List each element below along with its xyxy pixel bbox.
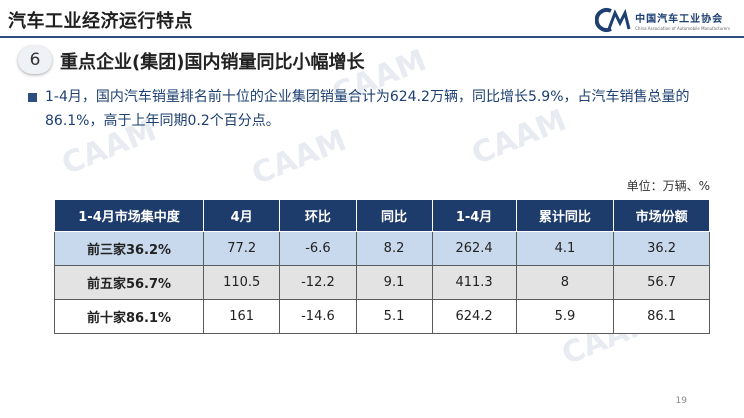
column-header: 同比 [355, 199, 433, 232]
unit-note: 单位：万辆、% [626, 179, 710, 193]
table-cell: 4.1 [515, 231, 615, 266]
table-cell: 8 [515, 265, 615, 300]
table-cell: 624.2 [431, 299, 517, 334]
market-concentration-table: 1-4月市场集中度 4月 环比 同比 1-4月 累计同比 市场份额 前三家36.… [53, 199, 710, 334]
table-row: 前三家36.2% 77.2 -6.6 8.2 262.4 4.1 36.2 [53, 231, 710, 266]
table-cell: 前五家56.7% [53, 265, 205, 300]
table-cell: -12.2 [279, 265, 357, 300]
table-cell: 前十家86.1% [53, 299, 205, 334]
caam-logo-icon [595, 8, 631, 32]
table-cell: 前三家36.2% [53, 231, 205, 266]
table-cell: 262.4 [431, 231, 517, 266]
table-cell: 5.9 [515, 299, 615, 334]
column-header: 1-4月 [431, 199, 517, 232]
logo-name-en: China Association of Automobile Manufact… [635, 25, 730, 31]
table-cell: -14.6 [279, 299, 357, 334]
table-cell: 411.3 [431, 265, 517, 300]
column-header: 1-4月市场集中度 [53, 199, 205, 232]
column-header: 累计同比 [515, 199, 615, 232]
table-cell: 8.2 [355, 231, 433, 266]
table-cell: -6.6 [279, 231, 357, 266]
logo-name: 中国汽车工业协会 [635, 13, 724, 25]
table-cell: 161 [203, 299, 281, 334]
column-header: 4月 [203, 199, 281, 232]
watermark: CAAM [247, 122, 352, 193]
header-rule [0, 36, 744, 38]
section-number-badge: 6 [18, 46, 52, 74]
table-cell: 77.2 [203, 231, 281, 266]
column-header: 环比 [279, 199, 357, 232]
table-row: 前十家86.1% 161 -14.6 5.1 624.2 5.9 86.1 [53, 299, 710, 334]
table-cell: 5.1 [355, 299, 433, 334]
logo: 中国汽车工业协会 China Association of Automobile… [595, 6, 730, 34]
table-cell: 86.1 [613, 299, 710, 334]
table-cell: 9.1 [355, 265, 433, 300]
column-header: 市场份额 [613, 199, 710, 232]
table-cell: 110.5 [203, 265, 281, 300]
table-row: 前五家56.7% 110.5 -12.2 9.1 411.3 8 56.7 [53, 265, 710, 300]
bullet-icon [28, 93, 37, 102]
header-title: 汽车工业经济运行特点 [8, 11, 193, 32]
page-number: 19 [675, 396, 687, 406]
table-cell: 36.2 [613, 231, 710, 266]
table-cell: 56.7 [613, 265, 710, 300]
table-header-row: 1-4月市场集中度 4月 环比 同比 1-4月 累计同比 市场份额 [53, 199, 710, 232]
section-title: 重点企业(集团)国内销量同比小幅增长 [60, 52, 365, 73]
bullet-text: 1-4月，国内汽车销量排名前十位的企业集团销量合计为624.2万辆，同比增长5.… [45, 89, 690, 129]
